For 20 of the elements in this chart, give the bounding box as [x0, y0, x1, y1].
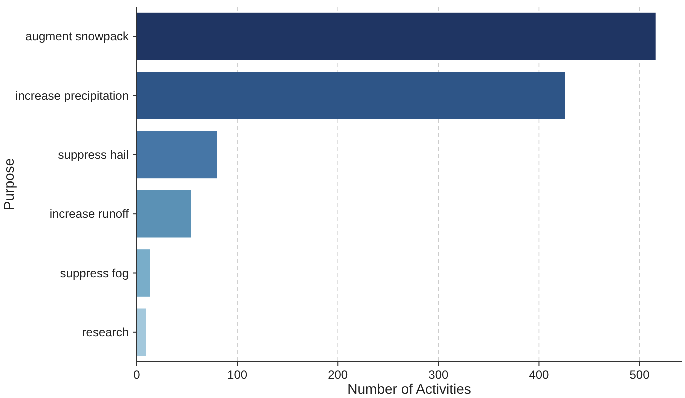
x-tick-label: 300: [428, 368, 449, 382]
y-tick-label: increase precipitation: [16, 88, 129, 103]
x-axis-title: Number of Activities: [348, 381, 472, 397]
bar: [137, 12, 656, 60]
bar: [137, 308, 146, 356]
x-tick-label: 500: [630, 368, 650, 382]
bar: [137, 131, 218, 179]
bar: [137, 72, 566, 120]
x-tick-label: 400: [529, 368, 550, 382]
x-tick-label: 200: [328, 368, 348, 382]
bar: [137, 250, 150, 297]
x-tick-label: 0: [134, 368, 141, 382]
y-tick-label: increase runoff: [50, 207, 130, 222]
y-tick-label: suppress hail: [58, 148, 129, 162]
x-tick-label: 100: [228, 368, 248, 382]
y-tick-label: research: [82, 325, 129, 340]
y-tick-label: suppress fog: [60, 266, 129, 280]
y-tick-label: augment snowpack: [26, 30, 130, 44]
y-axis-title: Purpose: [1, 158, 17, 211]
bar: [137, 190, 192, 238]
